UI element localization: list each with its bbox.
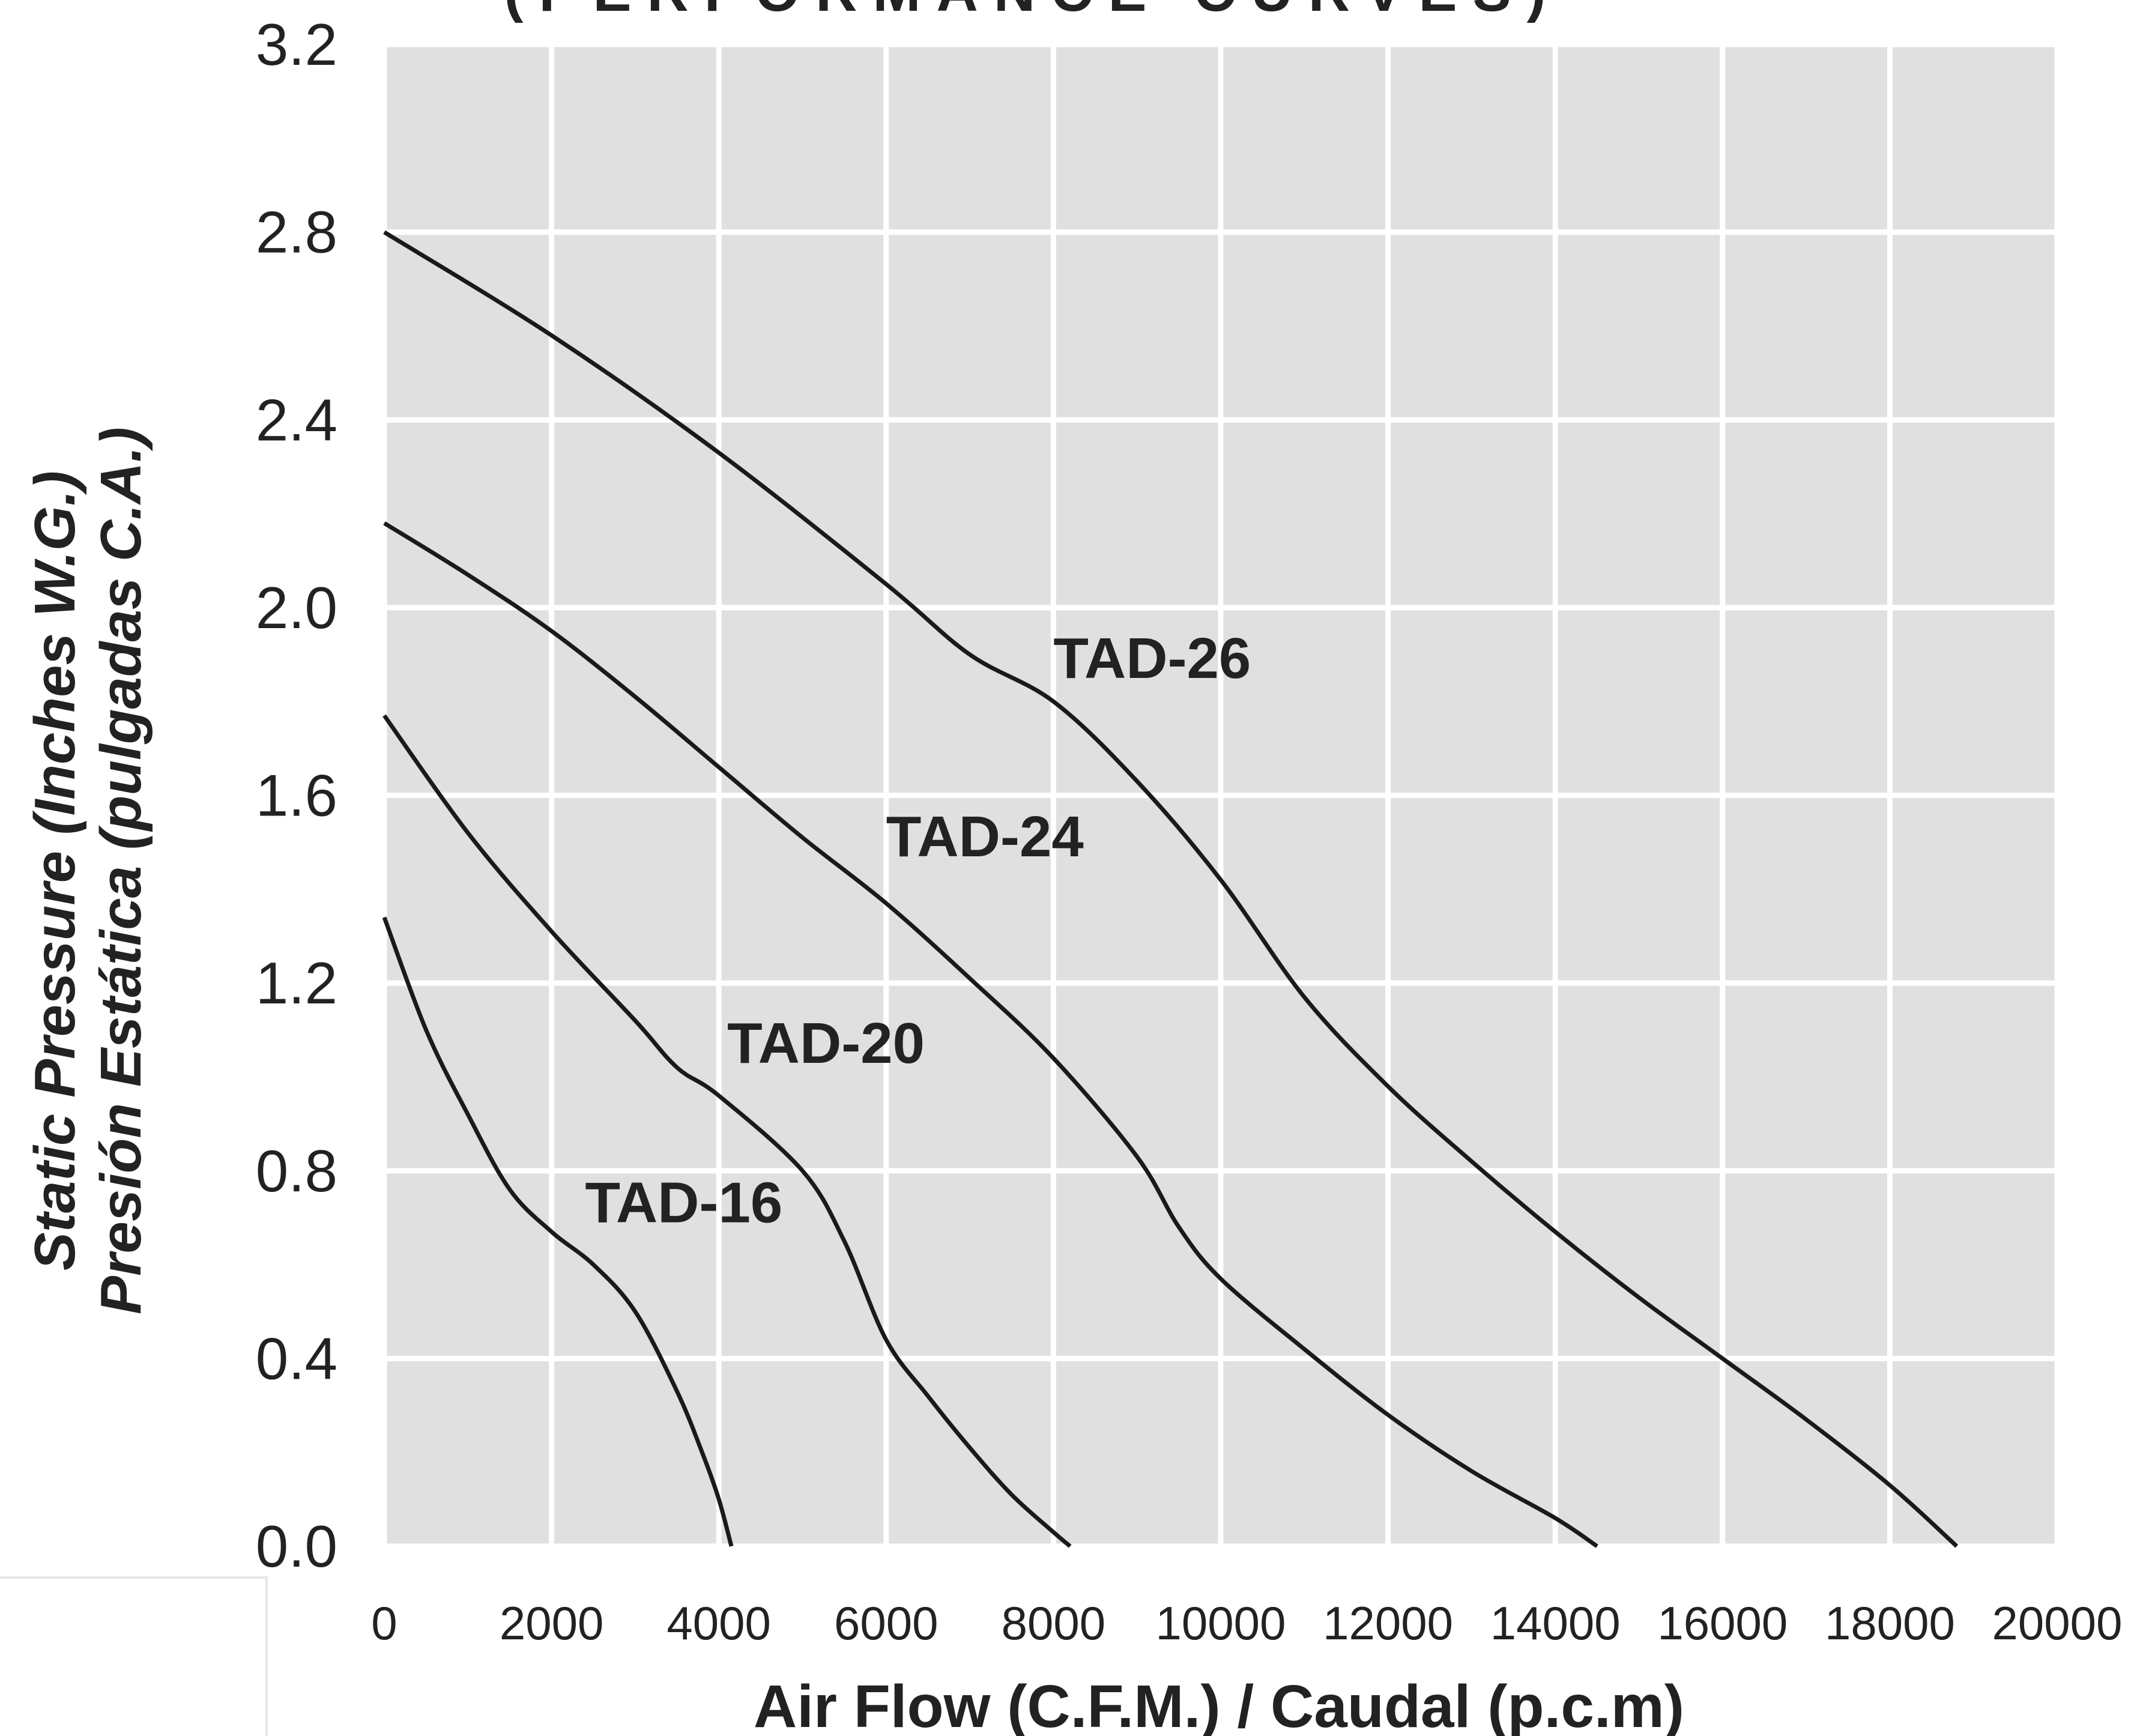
series-line-tad-20 [382,714,1072,1548]
x-tick-label: 16000 [1657,1597,1788,1650]
x-axis-title: Air Flow (C.F.M.) / Caudal (p.c.m) [754,1673,1684,1736]
chart-title: (PERFORMANCE CURVES) [504,0,1562,23]
x-tick-label: 10000 [1156,1597,1286,1650]
y-axis-ticks: 0.0 0.4 0.8 1.2 1.6 2.0 2.4 2.8 3.2 [256,11,337,1579]
y-tick-label: 3.2 [256,11,337,77]
series-line-tad-26 [383,230,1959,1548]
x-tick-label: 14000 [1490,1597,1621,1650]
x-tick-label: 6000 [834,1597,938,1650]
x-tick-label: 12000 [1323,1597,1453,1650]
series-labels: TAD-16 TAD-20 TAD-24 TAD-26 [585,626,1251,1235]
x-tick-label: 20000 [1992,1597,2123,1650]
y-tick-label: 1.6 [256,763,337,829]
y-tick-label: 0.8 [256,1138,337,1204]
corner-frame [0,1576,268,1736]
x-tick-label: 2000 [500,1597,604,1650]
series-label-tad-20: TAD-20 [727,1011,925,1075]
series-label-tad-24: TAD-24 [886,805,1084,869]
y-tick-label: 1.2 [256,950,337,1016]
y-tick-label: 0.0 [256,1513,337,1579]
y-tick-label: 2.4 [256,387,337,453]
series-line-tad-16 [382,916,734,1547]
x-axis-ticks: 0 2000 4000 6000 8000 10000 12000 14000 16000 180… [371,1597,2122,1650]
x-tick-label: 0 [371,1597,397,1650]
grid-lines [381,41,2060,1549]
x-tick-label: 8000 [1002,1597,1106,1650]
y-tick-label: 2.0 [256,575,337,641]
y-axis-title-spanish: Presión Estática (pulgadas C.A.) [89,427,153,1314]
x-tick-label: 4000 [666,1597,771,1650]
series-line-tad-24 [383,521,1598,1548]
series-lines [382,230,1959,1548]
y-tick-label: 2.8 [256,199,337,265]
series-label-tad-16: TAD-16 [585,1171,782,1235]
y-axis-title-english: Static Pressure (Inches W.G.) [23,471,87,1271]
series-label-tad-26: TAD-26 [1053,626,1251,691]
x-tick-label: 18000 [1825,1597,1955,1650]
y-tick-label: 0.4 [256,1325,337,1391]
